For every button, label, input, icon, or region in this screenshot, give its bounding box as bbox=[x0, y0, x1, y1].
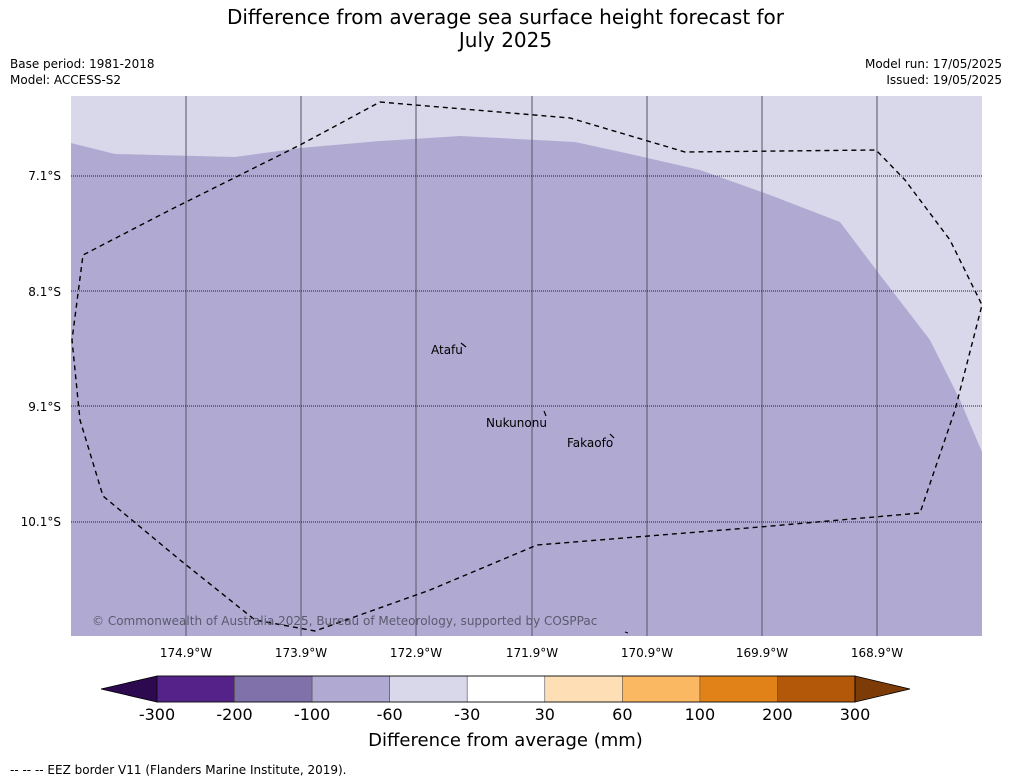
eez-border bbox=[71, 101, 983, 632]
colorbar-segment bbox=[622, 675, 701, 703]
anomaly-field bbox=[71, 136, 982, 636]
longitude-gridlines bbox=[185, 96, 878, 636]
colorbar-tick-label: -200 bbox=[216, 705, 253, 724]
colorbar-segment bbox=[311, 675, 390, 703]
model-name: Model: ACCESS-S2 bbox=[10, 73, 122, 87]
nukunonu-island bbox=[543, 410, 547, 417]
place-fakaofo: Fakaofo bbox=[567, 436, 614, 450]
copyright-notice: © Commonwealth of Australia 2025, Bureau… bbox=[92, 614, 598, 628]
colorbar-tick-label: 300 bbox=[839, 705, 871, 724]
colorbar-extend-low bbox=[100, 675, 158, 703]
base-period: Base period: 1981-2018 bbox=[10, 57, 155, 71]
place-atafu: Atafu bbox=[431, 343, 463, 357]
colorbar-segment bbox=[466, 675, 546, 703]
lon-label-5: 170.9°W bbox=[620, 646, 674, 660]
fakaofo-island bbox=[609, 433, 615, 439]
colorbar-tick-label: -30 bbox=[454, 705, 481, 724]
lon-label-7: 168.9°W bbox=[850, 646, 904, 660]
colorbar-tick-label: -60 bbox=[376, 705, 403, 724]
small-island bbox=[624, 631, 629, 634]
colorbar-segment bbox=[777, 675, 856, 703]
map-title: Difference from average sea surface heig… bbox=[0, 6, 1011, 52]
colorbar-title: Difference from average (mm) bbox=[368, 730, 643, 751]
colorbar-tick-label: 60 bbox=[612, 705, 633, 724]
meta-left: Base period: 1981-2018 Model: ACCESS-S2 bbox=[10, 56, 155, 88]
colorbar-segment bbox=[156, 675, 235, 703]
colorbar-segment bbox=[544, 675, 623, 703]
lat-label-4: 10.1°S bbox=[20, 515, 61, 529]
issued-date: Issued: 19/05/2025 bbox=[886, 73, 1002, 87]
lat-label-1: 7.1°S bbox=[28, 169, 61, 183]
colorbar-extend-high bbox=[854, 675, 911, 703]
colorbar-segment bbox=[699, 675, 778, 703]
colorbar-outline bbox=[156, 675, 856, 703]
colorbar-segment bbox=[234, 675, 313, 703]
meta-right: Model run: 17/05/2025 Issued: 19/05/2025 bbox=[865, 56, 1002, 88]
lat-label-2: 8.1°S bbox=[28, 285, 61, 299]
title-line-2: July 2025 bbox=[458, 28, 553, 52]
lon-label-1: 174.9°W bbox=[159, 646, 213, 660]
colorbar-tick-label: -100 bbox=[293, 705, 331, 724]
lon-label-4: 171.9°W bbox=[505, 646, 559, 660]
colorbar-tick-label: -300 bbox=[138, 705, 176, 724]
lon-label-2: 173.9°W bbox=[274, 646, 328, 660]
colorbar-segment bbox=[389, 675, 468, 703]
lon-label-3: 172.9°W bbox=[389, 646, 443, 660]
model-run: Model run: 17/05/2025 bbox=[864, 57, 1002, 71]
eez-footnote: -- -- -- EEZ border V11 (Flanders Marine… bbox=[10, 763, 347, 777]
atafu-island bbox=[460, 342, 467, 348]
lon-label-6: 169.9°W bbox=[735, 646, 789, 660]
title-line-1: Difference from average sea surface heig… bbox=[226, 5, 785, 29]
colorbar-tick-label: 200 bbox=[762, 705, 793, 724]
colorbar-tick-label: 100 bbox=[684, 705, 716, 724]
place-nukunonu: Nukunonu bbox=[486, 416, 547, 430]
colorbar bbox=[100, 675, 911, 703]
lat-label-3: 9.1°S bbox=[28, 400, 61, 414]
colorbar-tick-label: 30 bbox=[534, 705, 555, 724]
